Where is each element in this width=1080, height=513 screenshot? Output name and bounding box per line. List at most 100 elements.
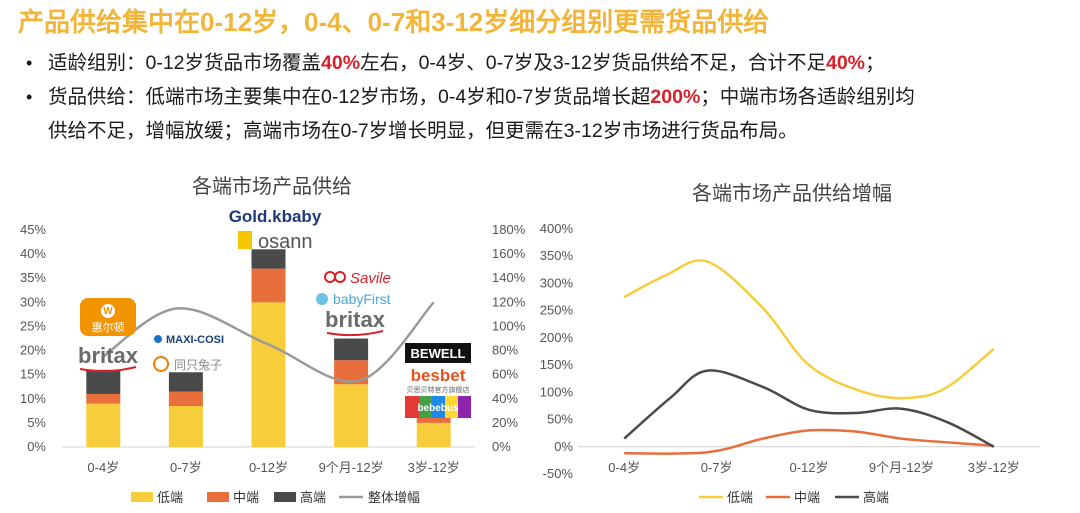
legend-label: 低端	[157, 490, 183, 505]
bar-segment	[251, 268, 286, 303]
logo-goldkbaby: Gold.kbaby	[229, 207, 322, 226]
bullet-list: • 适龄组别：0-12岁货品市场覆盖 40%左右，0-4岁、0-7岁及3-12岁货品…	[20, 46, 1070, 148]
legend-label: 低端	[727, 490, 753, 505]
svg-text:Gold.kbaby: Gold.kbaby	[229, 207, 322, 226]
bar-segment	[334, 338, 369, 361]
legend-label: 中端	[233, 490, 259, 505]
y-tick-left: 40%	[20, 246, 46, 261]
series-line	[623, 259, 995, 400]
x-tick-label: 9个月-12岁	[869, 460, 934, 475]
logo-maxicosi: MAXI-COSI	[154, 334, 224, 346]
svg-text:W: W	[103, 306, 113, 317]
x-tick-label: 0-4岁	[87, 460, 119, 475]
y-tick: -50%	[543, 466, 574, 481]
y-tick-right: 100%	[492, 318, 526, 333]
svg-text:贝思贝特官方旗舰店: 贝思贝特官方旗舰店	[407, 385, 470, 394]
overall-growth-line	[102, 301, 435, 383]
x-tick-label: 0-12岁	[789, 460, 828, 475]
bar-segment	[251, 249, 286, 269]
page-title: 产品供给集中在0-12岁，0-4、0-7和3-12岁细分组别更需货品供给	[18, 7, 770, 37]
bullet-1-text: 适龄组别：0-12岁货品市场覆盖	[48, 52, 322, 74]
y-tick-right: 20%	[492, 415, 518, 430]
bullet-1-highlight-2: 40%	[825, 52, 865, 74]
x-tick-label: 9个月-12岁	[319, 460, 384, 475]
logo-babyfirst: babyFirst	[316, 291, 391, 307]
bullet-1-text-mid: 左右，0-4岁、0-7岁及3-12岁货品供给不足，合计不足	[360, 52, 826, 74]
series-line	[623, 369, 995, 448]
svg-text:besbet: besbet	[411, 366, 466, 385]
logo-bebebus: bebebus	[405, 396, 471, 418]
x-tick-label: 3岁-12岁	[968, 460, 1020, 475]
bullet-1-text-end: ；	[865, 52, 885, 74]
logo-tutu: 同只兔子	[153, 356, 222, 372]
y-tick: 350%	[540, 248, 574, 263]
bullet-2-highlight: 200%	[650, 86, 701, 108]
legend-swatch	[207, 492, 229, 502]
svg-text:osann: osann	[258, 231, 313, 253]
y-tick-left: 30%	[20, 294, 46, 309]
y-tick: 0%	[554, 439, 573, 454]
legend-label: 高端	[863, 490, 889, 505]
bullet-dot: •	[26, 53, 33, 73]
y-tick-left: 25%	[20, 318, 46, 333]
bullet-2-text-line2: 供给不足，增幅放缓；高端市场在0-7岁增长明显，但更需在3-12岁市场进行货品布…	[48, 120, 798, 142]
logo-britax-1: britax	[78, 343, 139, 373]
svg-text:惠尔顿: 惠尔顿	[92, 320, 125, 334]
bar-segment	[416, 415, 451, 423]
logo-wfm: W 惠尔顿	[80, 298, 136, 336]
legend-label: 中端	[794, 490, 820, 505]
legend-swatch	[274, 492, 296, 502]
svg-text:bebebus: bebebus	[417, 403, 459, 414]
logo-besbet: besbet 贝思贝特官方旗舰店	[407, 366, 470, 394]
y-tick: 150%	[540, 357, 574, 372]
svg-text:babyFirst: babyFirst	[333, 291, 391, 307]
y-tick-right: 0%	[492, 439, 511, 454]
svg-text:同只兔子: 同只兔子	[174, 357, 222, 372]
y-tick-left: 10%	[20, 391, 46, 406]
svg-text:britax: britax	[78, 343, 139, 368]
y-tick: 250%	[540, 303, 574, 318]
x-tick-label: 0-7岁	[170, 460, 202, 475]
y-tick-left: 45%	[20, 222, 46, 237]
bar-segment	[86, 369, 121, 394]
logo-bewell: BEWELL	[405, 343, 471, 363]
bullet-age-groups: • 适龄组别：0-12岁货品市场覆盖 40%左右，0-4岁、0-7岁及3-12岁货品…	[20, 46, 1070, 80]
bar-segment	[334, 384, 369, 447]
bar-chart-supply: 各端市场产品供给 0% 5% 10% 15% 20% 25% 30% 35% 40% 45% 0% 2…	[20, 175, 526, 505]
bar-segment	[168, 391, 203, 407]
y-tick-left: 0%	[27, 439, 46, 454]
svg-text:MAXI-COSI: MAXI-COSI	[166, 334, 224, 346]
x-tick-label: 0-4岁	[608, 460, 640, 475]
y-tick-left: 35%	[20, 270, 46, 285]
bullet-2-text: 货品供给：低端市场主要集中在0-12岁市场，0-4岁和0-7岁货品增长超	[48, 86, 651, 108]
y-tick-right: 40%	[492, 391, 518, 406]
legend-swatch	[131, 492, 153, 502]
y-tick: 300%	[540, 275, 574, 290]
y-tick-right: 120%	[492, 294, 526, 309]
bar-segment	[168, 406, 203, 447]
x-tick-label: 0-7岁	[701, 460, 733, 475]
logo-osann: osann	[238, 231, 313, 253]
brand-logos: W 惠尔顿 britax MAXI-COSI 同只兔子 Gold.kbaby o…	[78, 207, 471, 418]
x-tick-label: 3岁-12岁	[408, 460, 460, 475]
bullet-dot: •	[26, 87, 33, 107]
bar-segment	[168, 372, 203, 392]
svg-text:Savile: Savile	[350, 270, 391, 287]
y-tick-left: 15%	[20, 367, 46, 382]
y-tick-right: 60%	[492, 367, 518, 382]
bullet-supply: • 货品供给：低端市场主要集中在0-12岁市场，0-4岁和0-7岁货品增长超200…	[20, 80, 1070, 148]
y-tick-right: 180%	[492, 222, 526, 237]
y-tick: 100%	[540, 384, 574, 399]
series-line	[624, 428, 994, 455]
logo-britax-2: britax	[325, 307, 386, 337]
legend-label: 高端	[300, 490, 326, 505]
y-tick-left: 20%	[20, 343, 46, 358]
y-tick-right: 160%	[492, 246, 526, 261]
bar-segment	[416, 422, 451, 447]
y-tick: 50%	[547, 412, 573, 427]
bar-segment	[251, 302, 286, 447]
y-tick-right: 140%	[492, 270, 526, 285]
y-tick-right: 80%	[492, 343, 518, 358]
svg-text:britax: britax	[325, 307, 386, 332]
